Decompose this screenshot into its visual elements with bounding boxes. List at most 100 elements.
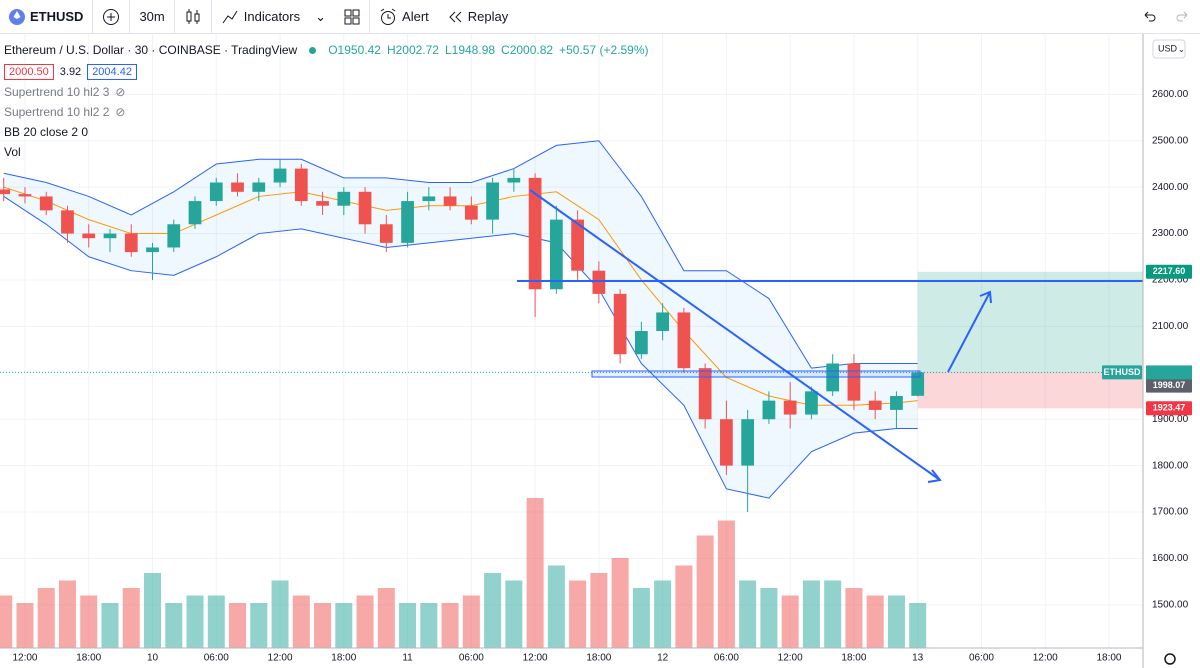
chart-type-button[interactable]	[175, 0, 212, 34]
y-tick-label: 2300.00	[1152, 228, 1189, 239]
x-tick-label: 06:00	[459, 653, 484, 664]
volume-bar	[399, 603, 417, 648]
plus-icon	[103, 8, 120, 25]
volume-bar	[887, 595, 905, 648]
compare-button[interactable]	[93, 0, 131, 34]
trend-line[interactable]	[529, 189, 941, 481]
x-tick-label: 06:00	[204, 653, 229, 664]
candle-body	[146, 247, 159, 253]
ask[interactable]: 2004.42	[87, 64, 137, 80]
x-tick-label: 12:00	[778, 653, 803, 664]
x-tick-label: 18:00	[1096, 653, 1121, 664]
redo-icon	[1176, 11, 1188, 21]
rectangle[interactable]	[591, 370, 921, 378]
currency: USD	[1158, 43, 1178, 53]
currency-button[interactable]	[1152, 39, 1186, 59]
indicator[interactable]: BB 20 close 2 0	[4, 122, 649, 142]
profit-zone	[917, 271, 1143, 373]
volume-bar	[37, 588, 55, 648]
x-tick-label: 12:00	[1033, 653, 1058, 664]
candle-body	[592, 270, 606, 294]
candle-body	[337, 191, 351, 206]
settings-icon[interactable]	[1164, 653, 1176, 665]
x-tick-label: 12:00	[268, 653, 293, 664]
y-tick-label: 1600.00	[1152, 553, 1189, 564]
volume-bar	[441, 603, 459, 648]
x-tick-label: 12	[657, 653, 669, 664]
candle-body	[890, 395, 903, 410]
candle-body	[613, 293, 627, 355]
trend-arrow-head	[927, 469, 942, 483]
bid[interactable]: 2000.50	[4, 64, 54, 80]
candle-body	[464, 205, 478, 220]
x-tick-label: 12:00	[523, 653, 548, 664]
layout-button[interactable]	[335, 0, 371, 34]
volume-bar	[165, 603, 183, 648]
open: O1950.42	[328, 43, 381, 57]
bb-lower	[3, 196, 918, 499]
volume-bar	[526, 498, 544, 648]
undo-button[interactable]	[1132, 0, 1166, 34]
candle-body	[443, 196, 457, 206]
alert-icon	[380, 8, 396, 25]
interval-button[interactable]: 30m	[130, 0, 175, 34]
y-tick-label: 2500.00	[1152, 135, 1189, 146]
volume-bar	[420, 603, 438, 648]
candle-body	[656, 312, 670, 332]
y-tick-label: 2400.00	[1152, 182, 1189, 193]
price-label: 1998.07	[1153, 380, 1186, 390]
candle-body	[549, 219, 563, 290]
candle-body	[847, 363, 861, 401]
volume-bar	[58, 580, 76, 648]
indicators-button[interactable]: Indicators ⌄	[212, 0, 335, 34]
x-tick-label: 13	[912, 653, 924, 664]
volume-bar	[292, 595, 310, 648]
candle-body	[762, 400, 776, 420]
candle-body	[422, 196, 436, 202]
indicator[interactable]: Vol	[4, 142, 649, 162]
volume-bar	[207, 595, 225, 648]
y-tick-label: 2600.00	[1152, 89, 1189, 100]
candle-body	[698, 368, 712, 420]
symbol-button[interactable]: ETHUSD	[0, 0, 94, 34]
candle-body	[358, 191, 372, 225]
legend-title-row: Ethereum / U.S. Dollar · 30 · COINBASE ·…	[4, 40, 649, 60]
volume-bar	[909, 603, 927, 648]
candle-body	[294, 168, 308, 202]
x-tick-label: 06:00	[714, 653, 739, 664]
close: C2000.82	[501, 43, 554, 57]
volume-bar	[186, 595, 204, 648]
volume-bar	[675, 565, 693, 648]
indicators-icon	[222, 10, 238, 23]
indicator-label: BB 20 close 2 0	[4, 125, 89, 139]
chart: USD ⌄ 12:00 18:00 10 06:00 12:00 18:00 11 06:00…	[0, 34, 1192, 668]
candle-body	[635, 331, 648, 355]
redo-button[interactable]	[1166, 0, 1200, 34]
arrow[interactable]	[947, 291, 991, 373]
volume-bar	[335, 603, 353, 648]
candle-body	[18, 194, 32, 197]
x-tick-label: 18:00	[76, 653, 101, 664]
candle-body	[401, 201, 414, 243]
indicator[interactable]: Supertrend 10 hl2 3 ⊘	[4, 82, 649, 102]
volume-bar	[802, 580, 820, 648]
volume-bar	[314, 603, 332, 648]
volume-bar	[654, 580, 672, 648]
y-tick-label: 1900.00	[1152, 414, 1189, 425]
layout-icon	[344, 9, 360, 24]
volume-bar	[590, 573, 608, 648]
volume-bar	[250, 603, 268, 648]
indicator[interactable]: Supertrend 10 hl2 2 ⊘	[4, 102, 649, 122]
volume-bar	[717, 520, 735, 648]
volume-bar	[569, 580, 587, 648]
y-tick-label: 1700.00	[1152, 507, 1189, 518]
volume-bar	[271, 580, 289, 648]
alert-button[interactable]: Alert	[370, 0, 438, 34]
y-tick-label: 2100.00	[1152, 321, 1189, 332]
replay-label: Replay	[467, 9, 509, 24]
replay-button[interactable]: Replay	[438, 0, 517, 34]
volume-bar	[356, 595, 374, 648]
price-label-box	[1146, 401, 1192, 416]
candle-body	[783, 400, 797, 415]
volume-bar	[845, 588, 863, 648]
